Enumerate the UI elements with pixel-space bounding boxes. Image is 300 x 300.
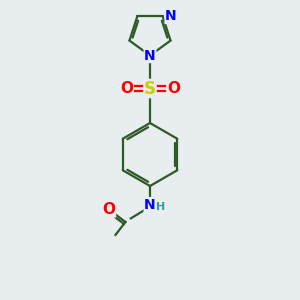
Text: O: O xyxy=(167,81,180,96)
Text: H: H xyxy=(156,202,165,212)
Text: N: N xyxy=(144,49,156,62)
Text: S: S xyxy=(144,80,156,98)
Text: N: N xyxy=(144,198,156,212)
Text: O: O xyxy=(120,81,133,96)
Text: N: N xyxy=(165,9,177,23)
Text: O: O xyxy=(102,202,116,217)
